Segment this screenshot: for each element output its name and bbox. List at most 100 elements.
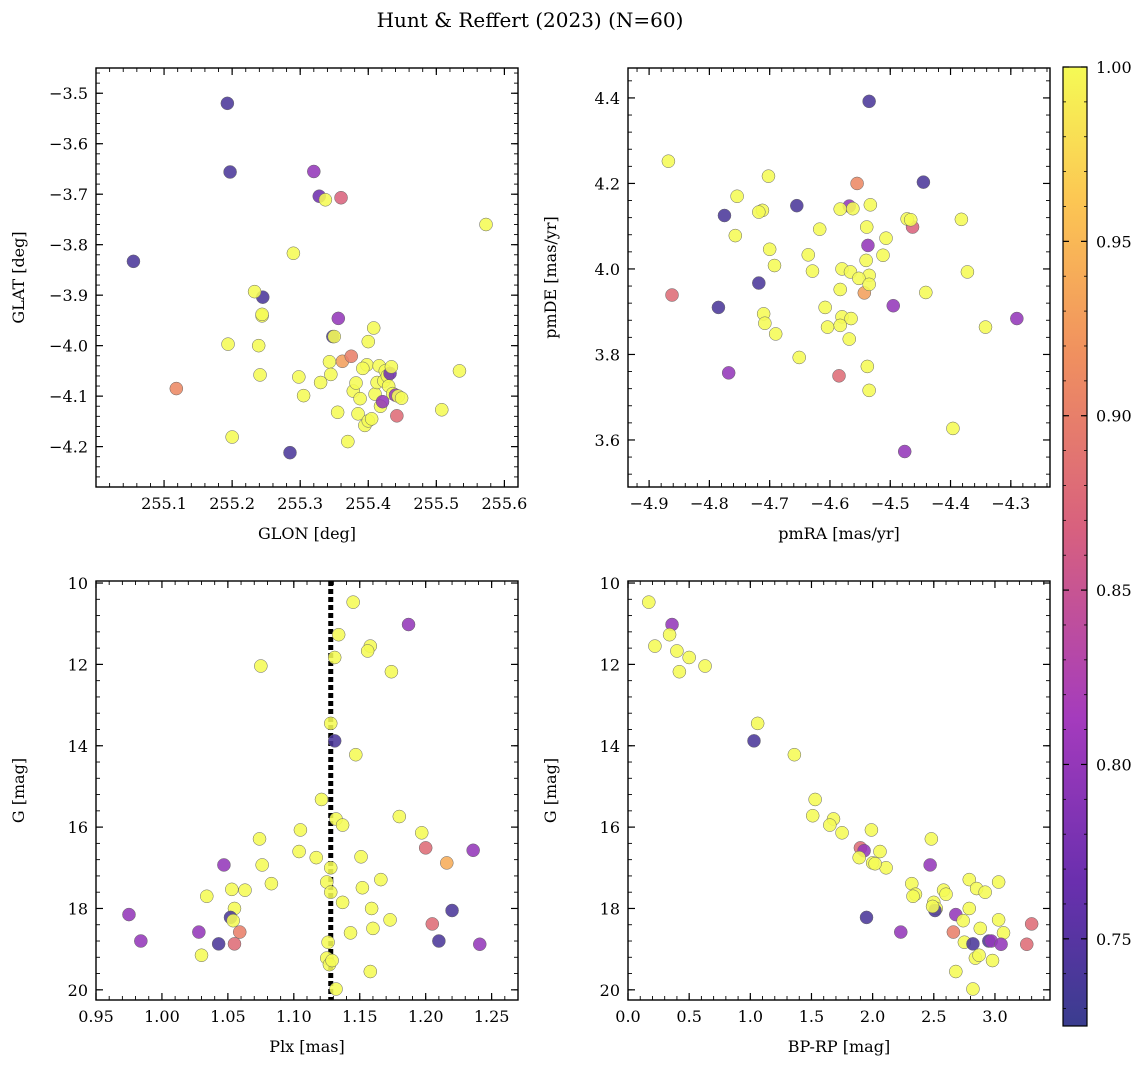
data-point xyxy=(286,246,301,261)
y-axis-label: G [mag] xyxy=(541,758,560,823)
data-point xyxy=(925,899,940,914)
data-point xyxy=(292,370,306,384)
y-tick-label: 12 xyxy=(600,655,620,674)
data-point xyxy=(768,327,783,341)
data-point xyxy=(665,288,679,302)
x-tick-label: 255.6 xyxy=(481,494,527,513)
y-axis-label: GLAT [deg] xyxy=(9,231,28,323)
data-point xyxy=(1020,937,1034,952)
x-tick-label: 1.00 xyxy=(144,1007,180,1026)
data-point xyxy=(344,349,358,364)
data-point xyxy=(296,388,311,403)
figure-title: Hunt & Reffert (2023) (N=60) xyxy=(377,8,684,32)
data-point xyxy=(394,391,409,405)
data-point xyxy=(1024,917,1039,931)
data-point xyxy=(335,818,350,832)
data-point xyxy=(217,858,231,872)
data-point xyxy=(876,248,890,263)
data-point xyxy=(761,169,776,183)
data-point xyxy=(973,921,988,936)
data-point xyxy=(425,917,440,931)
data-point xyxy=(221,337,235,351)
data-point xyxy=(211,937,226,951)
data-point xyxy=(805,808,820,823)
data-point xyxy=(661,154,676,168)
data-point xyxy=(954,212,969,227)
data-point xyxy=(255,858,269,872)
data-point xyxy=(223,165,237,179)
data-point xyxy=(919,285,933,300)
data-point xyxy=(962,872,977,887)
y-tick-label: −3.8 xyxy=(49,236,88,255)
data-point xyxy=(721,366,736,380)
data-point xyxy=(351,407,365,421)
data-point xyxy=(473,937,487,952)
data-point xyxy=(648,639,662,653)
data-point xyxy=(251,338,266,353)
data-point xyxy=(787,747,802,762)
data-point xyxy=(818,300,832,315)
data-point xyxy=(1010,311,1024,326)
scatter-points xyxy=(661,94,1024,459)
data-point xyxy=(327,329,341,344)
data-point xyxy=(994,937,1008,952)
data-point xyxy=(966,937,980,951)
data-point xyxy=(440,856,454,870)
data-point xyxy=(323,885,338,899)
data-point xyxy=(863,198,878,212)
y-tick-label: 10 xyxy=(600,574,620,593)
colorbar-gradient xyxy=(1062,66,1088,1027)
data-point xyxy=(862,277,876,292)
data-point xyxy=(192,925,206,939)
data-point xyxy=(833,282,847,297)
data-point xyxy=(253,368,267,382)
data-point xyxy=(924,832,939,846)
data-point xyxy=(960,265,975,279)
y-tick-label: −3.6 xyxy=(49,135,88,154)
y-tick-label: 18 xyxy=(600,899,620,918)
y-tick-label: 3.8 xyxy=(595,345,620,364)
y-tick-label: −4.2 xyxy=(49,438,88,457)
data-point xyxy=(752,276,766,290)
data-point xyxy=(227,937,242,951)
data-point xyxy=(844,311,858,326)
data-point xyxy=(122,907,136,922)
data-point xyxy=(962,901,977,916)
data-point xyxy=(672,664,687,679)
data-point xyxy=(321,935,335,949)
data-point xyxy=(479,217,493,232)
data-point xyxy=(820,320,835,334)
data-point xyxy=(792,350,806,365)
x-tick-label: 1.15 xyxy=(342,1007,378,1026)
data-point xyxy=(850,176,864,191)
x-tick-label: 1.25 xyxy=(474,1007,510,1026)
data-point xyxy=(833,318,847,333)
data-point xyxy=(860,359,875,374)
data-point xyxy=(852,850,866,865)
y-tick-label: −3.5 xyxy=(49,84,88,103)
data-point xyxy=(832,369,846,383)
x-tick-label: 1.10 xyxy=(276,1007,312,1026)
colorbar-tick-label: 0.95 xyxy=(1096,232,1132,251)
data-point xyxy=(254,659,268,673)
data-point xyxy=(972,948,986,963)
x-tick-label: −4.9 xyxy=(630,494,669,513)
data-point xyxy=(343,926,358,940)
data-point xyxy=(452,364,467,378)
y-tick-label: 4.4 xyxy=(595,89,620,108)
data-point xyxy=(946,925,961,939)
y-tick-label: 4.2 xyxy=(595,174,620,193)
data-point xyxy=(879,231,893,245)
data-point xyxy=(978,320,993,334)
colorbar-tick-label: 0.80 xyxy=(1096,755,1132,774)
x-tick-label: 1.20 xyxy=(408,1007,444,1026)
data-point xyxy=(730,189,744,204)
data-point xyxy=(238,883,252,897)
x-tick-label: 1.0 xyxy=(738,1007,763,1026)
data-point xyxy=(401,617,416,632)
y-tick-label: −4.1 xyxy=(49,387,88,406)
y-tick-label: −3.9 xyxy=(49,286,88,305)
panel-bprp-g: 0.0 0.5 1.0 1.5 2.0 2.5 3.0 10 12 14 16 18 20 BP-RP [… xyxy=(541,574,1051,1056)
data-point xyxy=(349,747,363,762)
data-point xyxy=(126,254,141,269)
